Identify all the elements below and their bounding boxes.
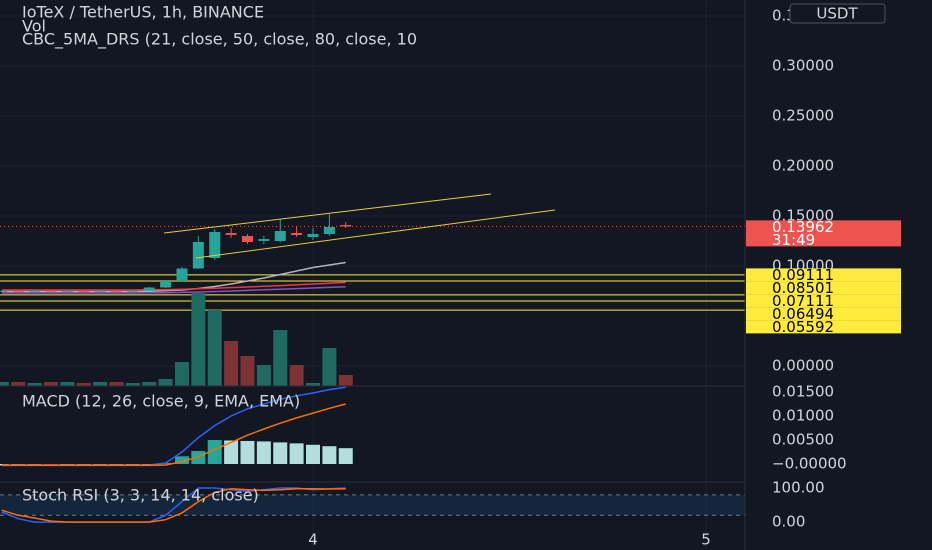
candle-body	[29, 290, 41, 292]
y-tick-label: 0.00	[772, 513, 805, 531]
candle-body	[209, 232, 221, 258]
candle-body	[340, 225, 352, 227]
moving-average	[1, 281, 346, 291]
x-tick-label: 5	[701, 531, 711, 549]
macd-title: MACD (12, 26, close, 9, EMA, EMA)	[22, 392, 300, 411]
level-label-box	[746, 281, 901, 295]
y-tick-label: 0.01500	[772, 383, 834, 401]
stoch-line	[1, 487, 346, 523]
volume-bar	[322, 348, 337, 386]
price-pane	[0, 0, 745, 386]
y-tick-label: 0.01000	[772, 407, 834, 425]
moving-average	[1, 261, 346, 293]
currency: USDT	[816, 5, 858, 23]
histogram-bar	[273, 442, 288, 464]
volume-bar	[224, 341, 239, 386]
histogram-bar	[305, 444, 320, 464]
volume-bar	[338, 375, 353, 386]
candle-body	[127, 290, 139, 292]
candle-body	[323, 227, 335, 234]
level-label: 0.05592	[772, 318, 834, 336]
candle-body	[258, 239, 270, 241]
indicator-label: CBC_5MA_DRS (21, close, 50, close, 80, c…	[22, 30, 417, 50]
y-tick-label: 0.00000	[772, 357, 834, 375]
candle-body	[61, 290, 73, 292]
volume-bar	[240, 356, 255, 386]
stoch-pane	[0, 482, 745, 550]
candle-body	[78, 290, 90, 292]
currency-badge[interactable]	[789, 3, 886, 24]
level-label: 0.08501	[772, 279, 834, 297]
candle-body	[225, 233, 237, 235]
macd-line	[1, 403, 346, 467]
level-label-box	[746, 307, 901, 321]
histogram-bar	[256, 441, 271, 464]
histogram-bar	[224, 440, 239, 464]
volume-bar	[76, 383, 91, 386]
candle-body	[160, 281, 172, 288]
volume-bar	[305, 383, 320, 386]
volume-bar	[142, 382, 157, 386]
moving-average	[1, 286, 346, 294]
countdown: 31:49	[772, 231, 815, 249]
y-tick-label: −0.00000	[772, 455, 847, 473]
histogram-bar	[322, 446, 337, 464]
volume-bar	[207, 310, 222, 386]
chart-title: IoTeX / TetherUS, 1h, BINANCE	[22, 3, 264, 22]
volume-bar	[60, 382, 75, 386]
volume-bar	[109, 382, 124, 386]
y-tick-label: 0.15000	[772, 207, 834, 225]
indicator-label: Vol	[22, 17, 46, 36]
histogram-bar	[240, 440, 255, 464]
volume-bar	[191, 293, 206, 386]
level-label-box	[746, 268, 901, 282]
level-label: 0.09111	[772, 266, 834, 284]
histogram-bar	[289, 443, 304, 464]
histogram-bar	[207, 440, 222, 464]
candle-body	[192, 242, 204, 269]
volume-bar	[289, 365, 304, 386]
volume-bar	[93, 382, 108, 386]
last-price-box	[746, 220, 901, 247]
x-tick-label: 4	[308, 531, 318, 549]
y-tick-label: 0.00500	[772, 431, 834, 449]
channel-line	[163, 193, 492, 234]
candle-body	[143, 287, 155, 291]
y-tick-label: 0.30000	[772, 57, 834, 75]
macd-pane	[0, 386, 707, 482]
candle-body	[241, 236, 253, 242]
candle-body	[45, 290, 57, 292]
volume-bar	[273, 330, 288, 386]
candle-body	[94, 290, 106, 292]
candle-body	[176, 268, 188, 281]
last-price-label: 0.13962	[772, 218, 834, 236]
level-label-box	[746, 294, 901, 308]
volume-bar	[43, 382, 58, 386]
candle-body	[0, 290, 8, 292]
histogram-bar	[175, 456, 190, 464]
volume-bar	[256, 365, 271, 386]
candle-body	[110, 290, 122, 292]
level-label: 0.07111	[772, 292, 834, 310]
channel-line	[195, 209, 556, 259]
volume-bar	[11, 382, 26, 386]
y-tick-label: 100.00	[772, 479, 825, 497]
y-tick-label: 0.20000	[772, 157, 834, 175]
candle-body	[12, 290, 24, 292]
candle-body	[291, 233, 303, 235]
volume-bar	[175, 362, 190, 386]
volume-bar	[0, 382, 9, 386]
level-label: 0.06494	[772, 305, 834, 323]
volume-bar	[158, 379, 173, 386]
y-tick-label: 0.25000	[772, 107, 834, 125]
stoch-title: Stoch RSI (3, 3, 14, 14, close)	[22, 486, 259, 505]
price-axes: 0.350000.300000.250000.200000.150000.100…	[746, 7, 901, 531]
histogram-bar	[338, 448, 353, 464]
level-label-box	[746, 320, 901, 334]
candle-body	[307, 234, 319, 237]
candle-body	[274, 231, 286, 241]
volume-bar	[27, 383, 42, 386]
volume-bar	[125, 383, 140, 386]
